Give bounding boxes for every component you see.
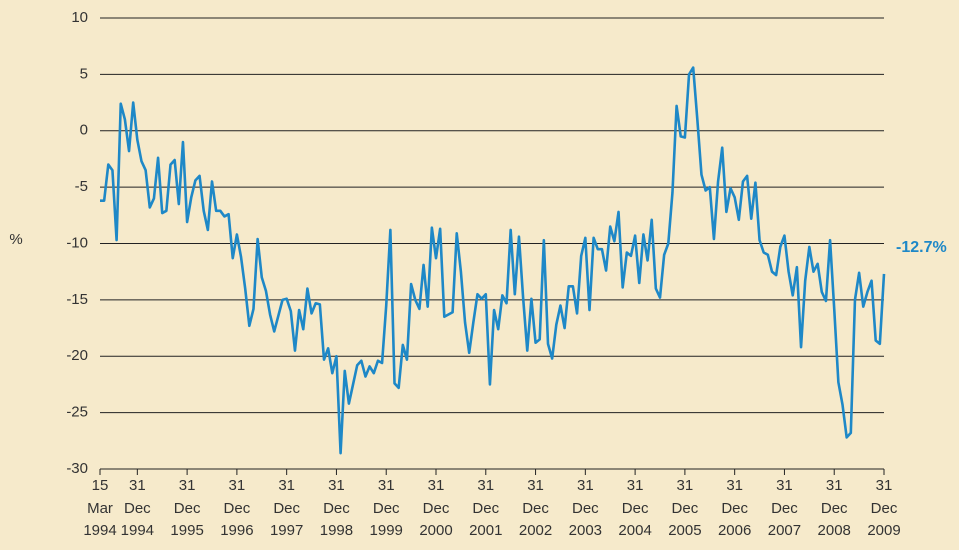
x-tick-label: 31 Dec 1996 [220, 477, 254, 539]
y-tick-label: -10 [66, 234, 88, 251]
x-tick-label: 31 Dec 1998 [319, 477, 354, 539]
x-tick-label: 31 Dec 2009 [867, 477, 901, 539]
x-tick-label: 31 Dec 2008 [817, 477, 851, 539]
x-tick-label: 31 Dec 2000 [419, 477, 453, 539]
x-tick-label: 31 Dec 2005 [668, 477, 702, 539]
y-tick-label: -15 [66, 291, 88, 308]
x-tick-label: 31 Dec 2003 [568, 477, 603, 539]
x-tick-label: 31 Dec 1994 [120, 477, 155, 539]
y-tick-label: -30 [66, 460, 88, 477]
x-tick-label: 31 Dec 2002 [518, 477, 553, 539]
x-tick-label: 31 Dec 2007 [767, 477, 802, 539]
y-tick-label: 10 [71, 9, 88, 26]
x-tick-label: 31 Dec 1999 [369, 477, 403, 539]
x-tick-label: 31 Dec 2004 [618, 477, 652, 539]
y-tick-label: 0 [80, 122, 88, 139]
y-axis-label: % [9, 231, 22, 248]
value-label: -12.7% [896, 239, 947, 256]
x-tick-label: 31 Dec 2006 [717, 477, 752, 539]
x-tick-label: 15 Mar 1994 [83, 477, 117, 539]
y-tick-label: -25 [66, 404, 88, 421]
x-tick-label: 31 Dec 1997 [269, 477, 304, 539]
x-tick-label: 31 Dec 2001 [469, 477, 503, 539]
y-tick-label: -5 [75, 178, 88, 195]
data-line [100, 66, 886, 455]
y-tick-label: -20 [66, 347, 88, 364]
y-tick-label: 5 [80, 65, 88, 82]
x-tick-label: 31 Dec 1995 [170, 477, 204, 539]
